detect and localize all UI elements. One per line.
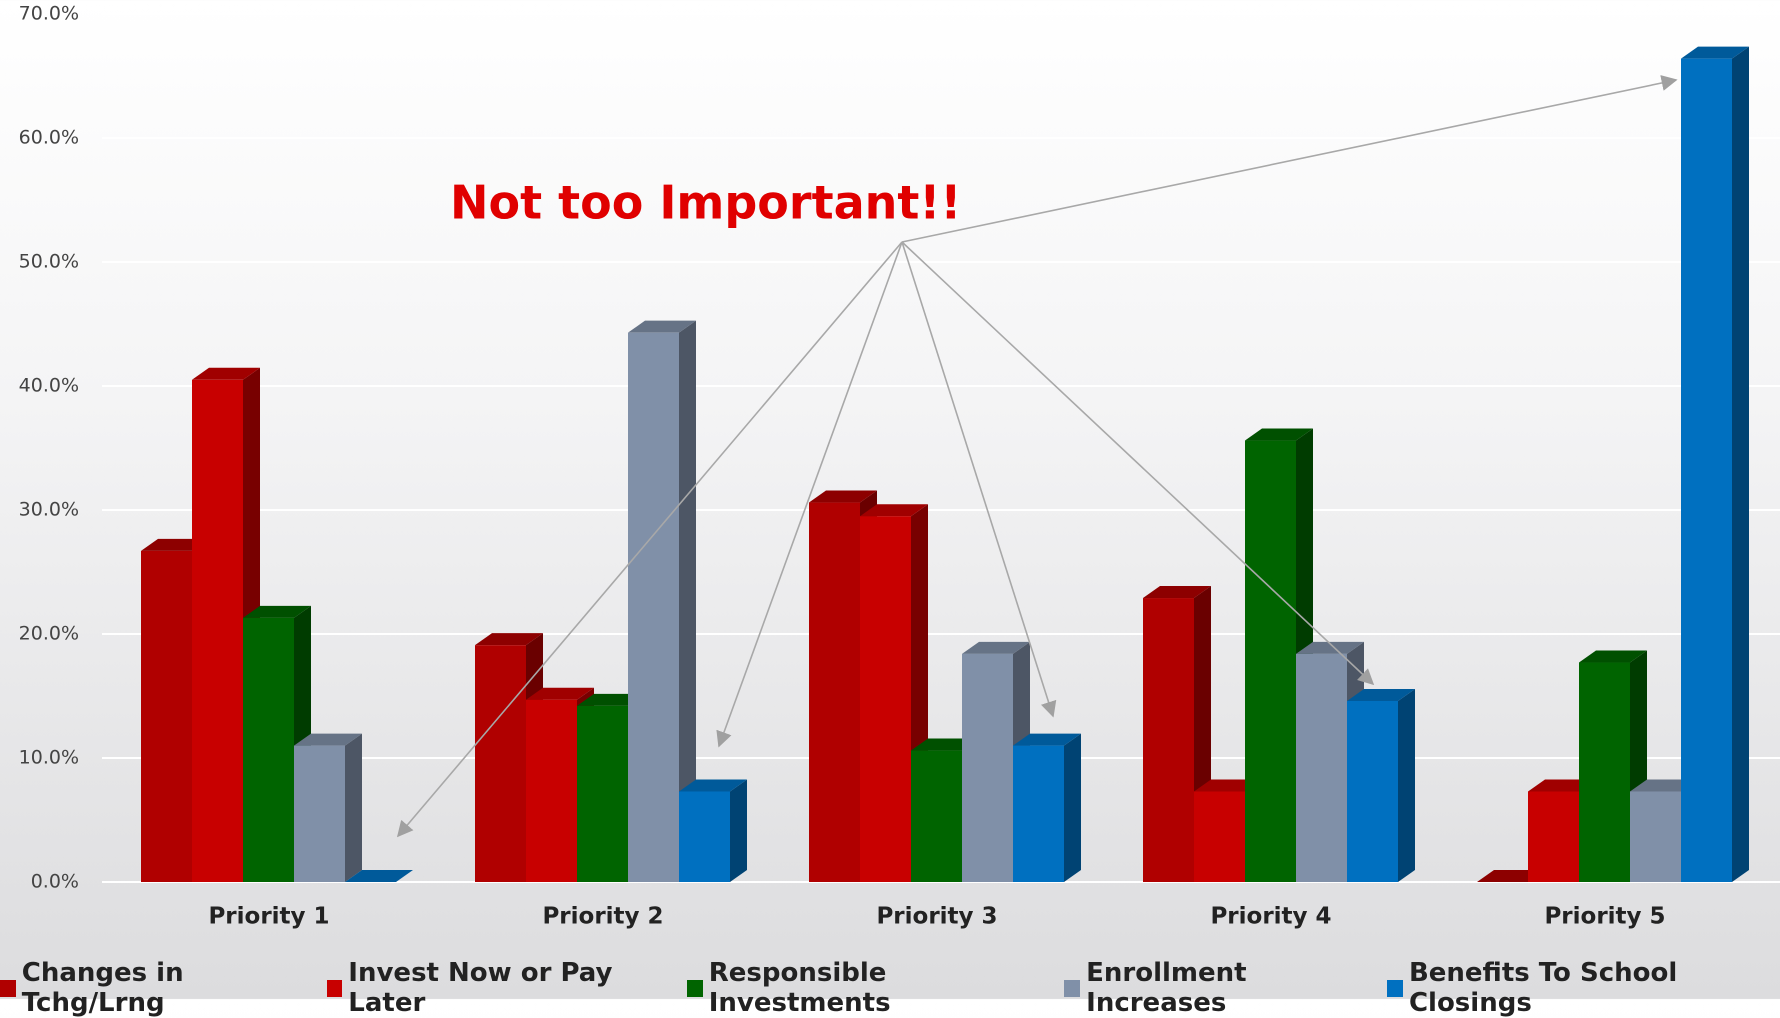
- y-tick-label: 10.0%: [19, 747, 79, 769]
- bar: [962, 653, 1013, 882]
- legend-swatch: [686, 979, 703, 997]
- legend-item: Responsible Investments: [686, 958, 1050, 1018]
- bar: [1143, 598, 1194, 882]
- x-tick-label: Priority 4: [1210, 904, 1331, 930]
- legend-label: Enrollment Increases: [1086, 958, 1247, 1018]
- bar-top: [1579, 650, 1647, 663]
- bar: [860, 516, 911, 882]
- bar: [141, 550, 192, 882]
- x-tick-label: Priority 1: [208, 904, 329, 930]
- bar: [526, 699, 577, 882]
- bar-top: [1013, 733, 1081, 746]
- bar-top: [526, 687, 594, 700]
- bar-top: [1347, 688, 1415, 701]
- bar-side: [1732, 46, 1749, 882]
- y-tick-label: 0.0%: [31, 871, 79, 893]
- bar-top: [475, 633, 543, 646]
- y-tick-label: 70.0%: [19, 3, 79, 25]
- bar-side: [1398, 688, 1415, 882]
- arrow: [901, 241, 1375, 686]
- grid: [102, 13, 1780, 883]
- bar: [809, 502, 860, 882]
- bar: [628, 332, 679, 882]
- y-tick-label: 60.0%: [19, 127, 79, 149]
- bar-side: [730, 779, 747, 882]
- legend-label: Invest Now or Pay Later: [348, 958, 613, 1018]
- legend-item: Changes in Tchg/Lrng: [0, 958, 313, 1018]
- legend-label: Responsible Investments: [708, 958, 891, 1018]
- bar-top: [809, 490, 877, 503]
- y-tick-label: 30.0%: [19, 499, 79, 521]
- bar: [1579, 662, 1630, 882]
- bar-top: [243, 605, 311, 618]
- bar: [911, 750, 962, 882]
- y-tick-label: 20.0%: [19, 623, 79, 645]
- bar: [1528, 791, 1579, 882]
- bar-top: [860, 504, 928, 517]
- arrow: [716, 241, 903, 748]
- bar: [1245, 440, 1296, 882]
- bar: [192, 379, 243, 882]
- arrow: [901, 241, 1057, 718]
- legend-label: Benefits To School Closings: [1408, 958, 1678, 1018]
- bar-top: [1245, 428, 1313, 441]
- bar: [1347, 700, 1398, 882]
- legend-swatch: [326, 979, 343, 997]
- bar: [1296, 653, 1347, 882]
- bar-side: [679, 320, 696, 882]
- x-tick-label: Priority 3: [876, 904, 997, 930]
- x-tick-label: Priority 2: [542, 904, 663, 930]
- bar-top: [345, 870, 413, 882]
- legend-swatch: [0, 979, 16, 997]
- legend: Changes in Tchg/Lrng Invest Now or Pay La…: [0, 958, 1780, 1018]
- bar: [475, 645, 526, 882]
- bar-top: [628, 320, 696, 333]
- arrow: [901, 75, 1678, 243]
- bar-top: [679, 779, 747, 792]
- y-tick-label: 40.0%: [19, 375, 79, 397]
- bar: [679, 791, 730, 882]
- legend-label: Changes in Tchg/Lrng: [21, 958, 184, 1018]
- y-tick-label: 50.0%: [19, 251, 79, 273]
- bar-top: [192, 367, 260, 380]
- legend-item: Benefits To School Closings: [1387, 958, 1780, 1018]
- bar-top: [294, 733, 362, 746]
- bar: [1630, 791, 1681, 882]
- bars: [141, 46, 1749, 882]
- bar: [243, 617, 294, 882]
- bar: [1681, 58, 1732, 882]
- bar-top: [1143, 586, 1211, 599]
- legend-swatch: [1387, 979, 1403, 997]
- x-tick-label: Priority 5: [1544, 904, 1665, 930]
- annotation: Not too Important!!: [450, 176, 961, 230]
- arrow: [396, 241, 903, 838]
- bar: [1194, 791, 1245, 882]
- bar-top: [962, 641, 1030, 654]
- bar-top: [1296, 641, 1364, 654]
- bar: [577, 705, 628, 882]
- bar-side: [1064, 733, 1081, 882]
- bar: [1013, 745, 1064, 882]
- legend-item: Enrollment Increases: [1064, 958, 1373, 1018]
- legend-swatch: [1064, 979, 1081, 997]
- legend-item: Invest Now or Pay Later: [326, 958, 673, 1018]
- bar: [294, 745, 345, 882]
- bar-top: [1681, 46, 1749, 59]
- arrows: [396, 75, 1678, 838]
- bar-side: [345, 733, 362, 882]
